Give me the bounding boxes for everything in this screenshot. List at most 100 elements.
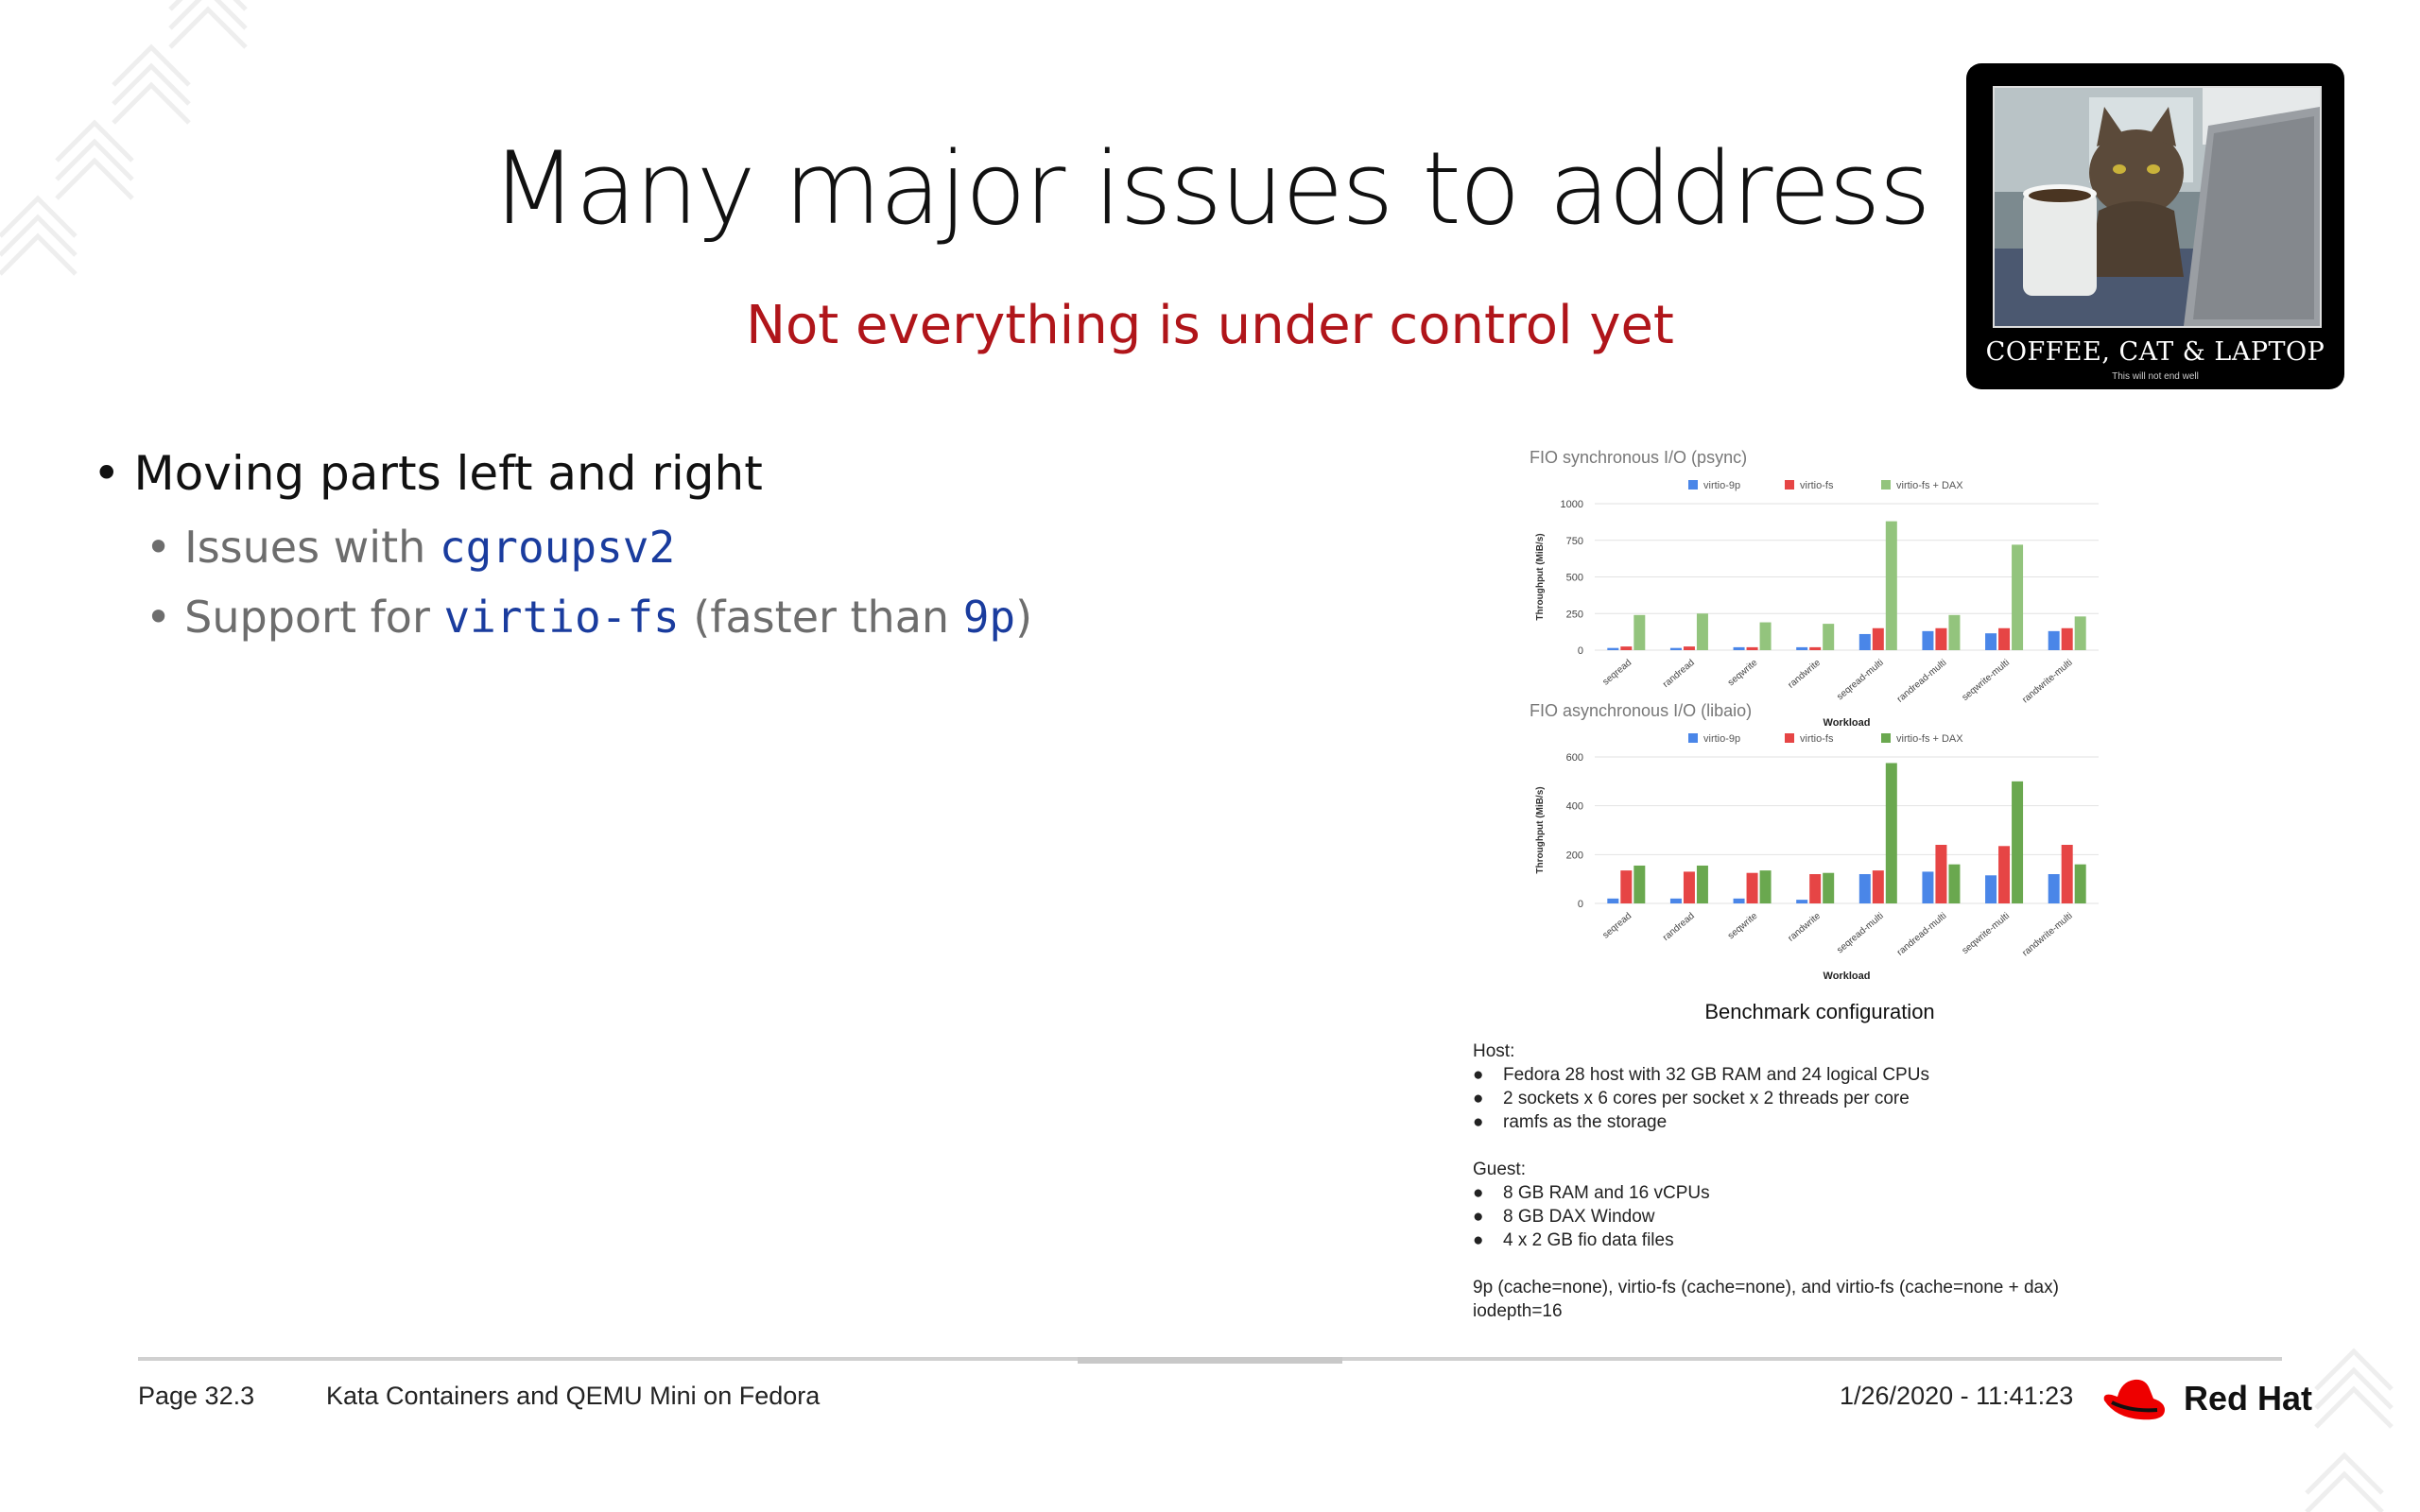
bar — [2061, 845, 2073, 903]
footer-datetime: 1/26/2020 - 11:41:23 — [1840, 1382, 2074, 1410]
legend-swatch — [1688, 733, 1698, 743]
benchmark-note: 9p (cache=none), virtio-fs (cache=none),… — [1473, 1278, 2059, 1297]
bar — [1885, 521, 1897, 650]
x-tick-label: seqread-multi — [1835, 658, 1885, 702]
corner-decoration — [0, 0, 248, 276]
bar — [2012, 781, 2024, 903]
y-tick-label: 200 — [1566, 850, 1583, 861]
bar — [1607, 898, 1619, 903]
y-tick-label: 0 — [1578, 645, 1583, 657]
poster-photo — [1993, 86, 2322, 328]
bar — [1759, 870, 1772, 903]
bar — [1809, 646, 1822, 650]
benchmark-note: iodepth=16 — [1473, 1301, 1563, 1321]
bullet-virtio-fs: • Support for virtio-fs (faster than 9p) — [146, 592, 1033, 643]
y-tick-label: 400 — [1566, 801, 1583, 813]
bar — [1872, 627, 1884, 650]
bullet-moving-parts: • Moving parts left and right — [93, 446, 763, 501]
poster-caption: COFFEE, CAT & LAPTOP — [1985, 337, 2325, 367]
bullet-dot: • — [93, 446, 121, 501]
bar — [1985, 875, 1997, 903]
bar — [1746, 872, 1758, 903]
corner-decoration-bottom — [2305, 1348, 2394, 1512]
y-tick-label: 1000 — [1561, 499, 1583, 510]
chart-title: FIO synchronous I/O (psync) — [1530, 448, 1747, 467]
bar — [1696, 865, 1708, 903]
red-hat-icon — [2103, 1379, 2165, 1420]
meme-poster: COFFEE, CAT & LAPTOP This will not end w… — [1966, 63, 2344, 389]
bar — [1948, 864, 1961, 903]
bar — [1872, 870, 1884, 903]
bar — [1620, 646, 1633, 650]
x-axis-label: Workload — [1824, 971, 1871, 982]
host-item: ● Fedora 28 host with 32 GB RAM and 24 lo… — [1473, 1065, 1929, 1085]
bar — [1733, 898, 1745, 903]
bar — [1858, 874, 1871, 903]
bar — [1985, 633, 1997, 650]
host-item: ● 2 sockets x 6 cores per socket x 2 thre… — [1473, 1089, 1910, 1108]
bar — [1796, 900, 1808, 903]
bar — [1669, 647, 1682, 650]
host-item: ● ramfs as the storage — [1473, 1112, 1668, 1132]
bullet-dot: • — [146, 522, 172, 573]
y-tick-label: 750 — [1566, 536, 1583, 547]
legend-swatch — [1688, 480, 1698, 490]
cat-coffee-laptop-illustration — [1995, 88, 2320, 326]
bar — [1683, 871, 1695, 903]
guest-item: ● 8 GB RAM and 16 vCPUs — [1473, 1183, 1710, 1203]
bar — [2048, 630, 2060, 650]
bar — [1796, 646, 1808, 650]
legend-label: virtio-9p — [1703, 733, 1740, 745]
bar — [1935, 627, 1947, 650]
slide-subtitle: Not everything is under control yet — [746, 295, 1674, 356]
bar — [1922, 871, 1934, 903]
x-tick-label: randwrite — [1787, 658, 1824, 691]
chart-title: FIO asynchronous I/O (libaio) — [1530, 701, 1752, 720]
bar — [1634, 865, 1646, 903]
x-tick-label: seqread-multi — [1835, 911, 1885, 955]
y-tick-label: 600 — [1566, 752, 1583, 764]
x-tick-label: randread-multi — [1895, 911, 1948, 958]
slide-title: Many major issues to address — [491, 130, 1931, 247]
x-tick-label: seqwrite-multi — [1961, 658, 2012, 703]
bullet-cgroups: • Issues with cgroupsv2 — [146, 522, 676, 573]
legend-swatch — [1785, 480, 1794, 490]
poster-tagline: This will not end well — [2112, 371, 2199, 382]
bar — [2074, 864, 2086, 903]
bar — [1696, 613, 1708, 650]
bar — [1998, 846, 2011, 903]
y-axis-label: Throughput (MiB/s) — [1535, 533, 1546, 620]
x-tick-label: seqread — [1600, 911, 1634, 941]
legend-label: virtio-9p — [1703, 480, 1740, 491]
bar — [2074, 616, 2086, 650]
bar — [2061, 627, 2073, 650]
x-tick-label: seqread — [1600, 658, 1634, 688]
bar — [1885, 763, 1897, 903]
legend-label: virtio-fs — [1800, 480, 1834, 491]
bar — [1935, 845, 1947, 903]
y-tick-label: 0 — [1578, 899, 1583, 910]
bar — [1823, 872, 1835, 903]
legend-swatch — [1785, 733, 1794, 743]
y-tick-label: 250 — [1566, 609, 1583, 620]
x-tick-label: randwrite-multi — [2020, 911, 2074, 959]
guest-item: ● 8 GB DAX Window — [1473, 1207, 1655, 1227]
y-tick-label: 500 — [1566, 573, 1583, 584]
page-number: Page 32.3 — [138, 1382, 255, 1410]
bullet-dot: • — [146, 592, 172, 643]
guest-label: Guest: — [1473, 1160, 1526, 1179]
x-tick-label: randread — [1661, 911, 1697, 943]
bar — [1683, 646, 1695, 650]
bar — [1620, 870, 1633, 903]
legend-label: virtio-fs + DAX — [1896, 480, 1963, 491]
bar — [1634, 614, 1646, 650]
guest-item: ● 4 x 2 GB fio data files — [1473, 1230, 1674, 1250]
bar — [1948, 614, 1961, 650]
x-tick-label: randread-multi — [1895, 658, 1948, 705]
bar — [1746, 646, 1758, 650]
bar — [1759, 622, 1772, 650]
bar — [1858, 633, 1871, 650]
bar — [1823, 624, 1835, 650]
benchmark-caption: Benchmark configuration — [1704, 1000, 1935, 1023]
brand-name: Red Hat — [2184, 1379, 2312, 1418]
